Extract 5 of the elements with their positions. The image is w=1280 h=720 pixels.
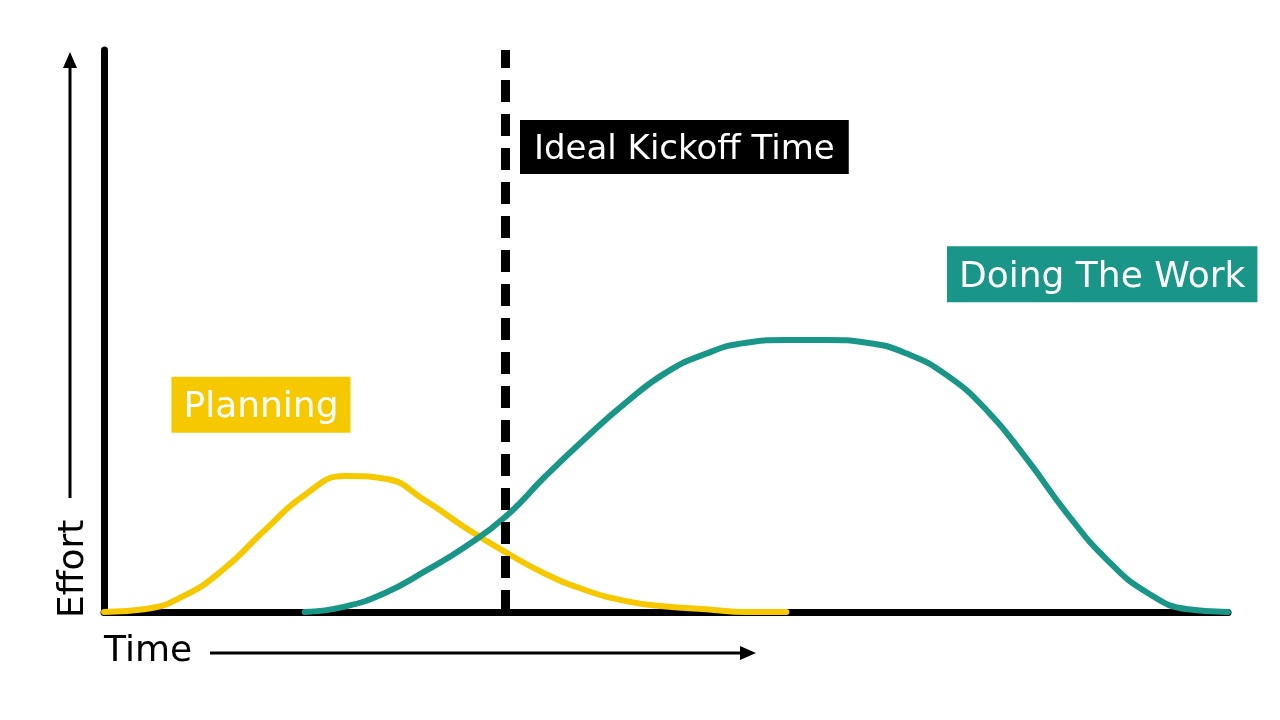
- text: Doing The Work: [959, 253, 1246, 295]
- series-label: Planning: [183, 384, 339, 426]
- x-axis-title: Time: [103, 627, 193, 669]
- text: Ideal Kickoff Time: [534, 127, 835, 167]
- y-axis-title: Effort: [49, 519, 91, 618]
